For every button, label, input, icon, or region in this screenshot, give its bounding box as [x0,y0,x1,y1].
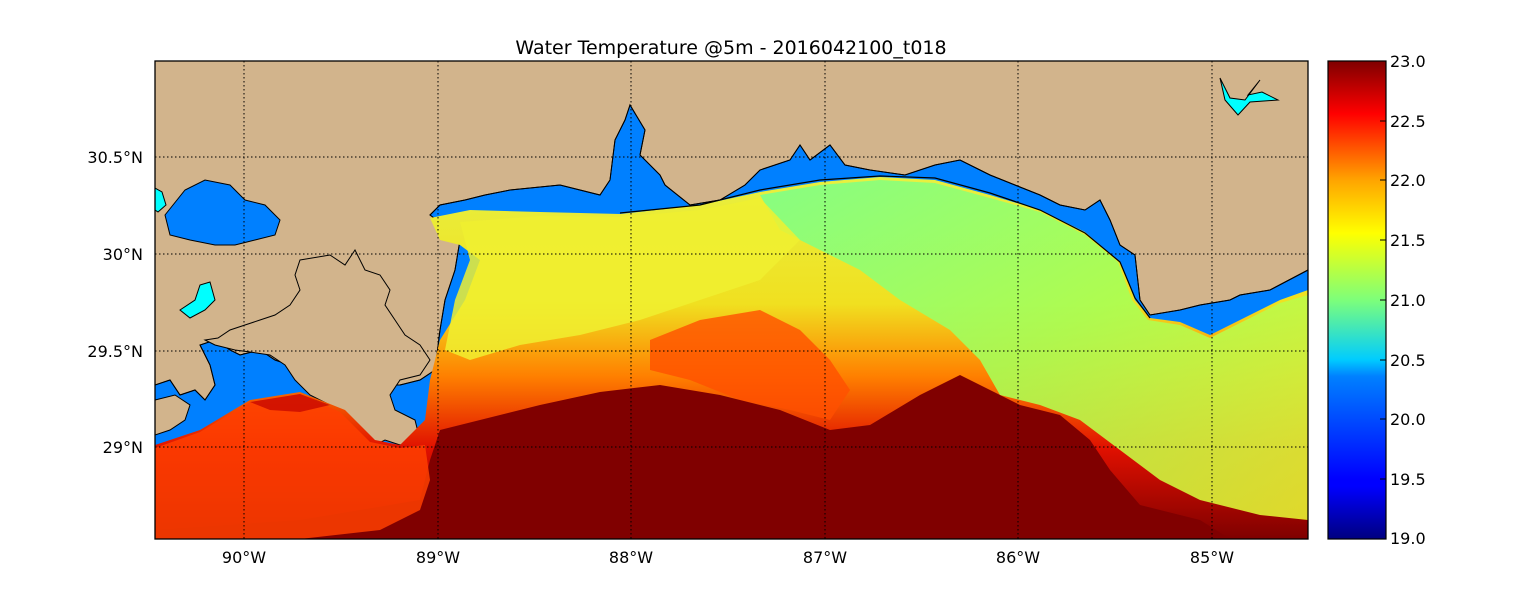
lat-label: 29°N [103,438,143,457]
west-warm-area [155,394,430,539]
lon-label: 87°W [803,548,847,567]
lat-label: 29.5°N [87,342,143,361]
plot-frame [154,60,1309,540]
lake-pontchartrain [164,179,281,246]
lon-label: 90°W [222,548,266,567]
longitude-axis: 90°W 89°W 88°W 87°W 86°W 85°W [222,548,1234,567]
colorbar-label: 21.0 [1390,291,1426,310]
marsh-west [155,394,191,436]
colorbar-label: 20.0 [1390,410,1426,429]
lake-maurepas [155,187,167,213]
colorbar: 23.0 22.5 22.0 21.5 21.0 20.5 20.0 19.5 … [1327,52,1426,548]
lon-label: 86°W [996,548,1040,567]
west-hot-edge [250,394,330,412]
colorbar-label: 22.0 [1390,171,1426,190]
coastline [619,175,1151,319]
colorbar-label: 22.5 [1390,112,1426,131]
lat-label: 30°N [103,245,143,264]
temperature-field-west [445,198,800,360]
lon-label: 85°W [1190,548,1234,567]
map-title: Water Temperature @5m - 2016042100_t018 [515,37,946,59]
lat-label: 30.5°N [87,148,143,167]
colorbar-gradient [1327,60,1387,540]
colorbar-ticks [1380,60,1386,540]
colorbar-label: 19.0 [1390,529,1426,548]
colorbar-label: 23.0 [1390,52,1426,71]
lake-seminole [1219,77,1280,116]
colorbar-label: 19.5 [1390,470,1426,489]
warm-plume [650,310,850,420]
colorbar-label: 21.5 [1390,231,1426,250]
colorbar-label: 20.5 [1390,351,1426,370]
map-plot [155,61,1308,539]
lake-salvador [179,281,216,319]
temperature-field-east [760,180,1308,520]
lon-label: 88°W [609,548,653,567]
lon-label: 89°W [416,548,460,567]
gridlines [155,61,1308,539]
latitude-axis: 30.5°N 30°N 29.5°N 29°N [87,148,143,457]
